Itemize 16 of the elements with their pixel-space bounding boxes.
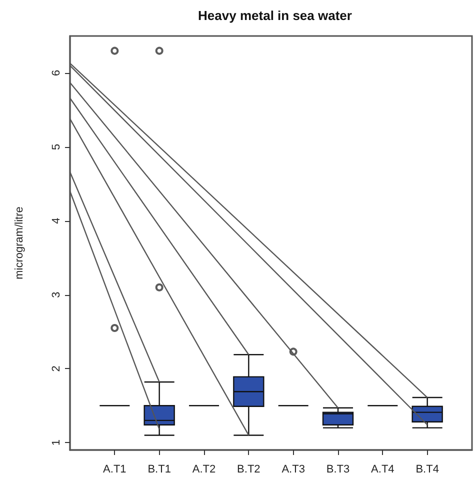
chart-title: Heavy metal in sea water	[198, 8, 352, 23]
y-tick-label: 2	[50, 366, 62, 372]
x-tick-label: B.T2	[237, 464, 260, 476]
x-tick-label: A.T2	[192, 464, 216, 476]
x-tick-label: A.T3	[282, 464, 305, 476]
x-tick-label: A.T1	[103, 464, 126, 476]
y-tick-label: 4	[50, 218, 62, 224]
y-tick-label: 1	[50, 440, 62, 446]
y-tick-label: 6	[50, 70, 62, 76]
x-tick-label: B.T4	[416, 464, 439, 476]
y-axis-title: microgram/litre	[14, 206, 26, 280]
x-tick-label: B.T1	[148, 464, 171, 476]
x-tick-label: A.T4	[371, 464, 394, 476]
y-tick-label: 3	[50, 292, 62, 298]
x-tick-label: B.T3	[326, 464, 350, 476]
y-tick-label: 5	[50, 144, 62, 150]
